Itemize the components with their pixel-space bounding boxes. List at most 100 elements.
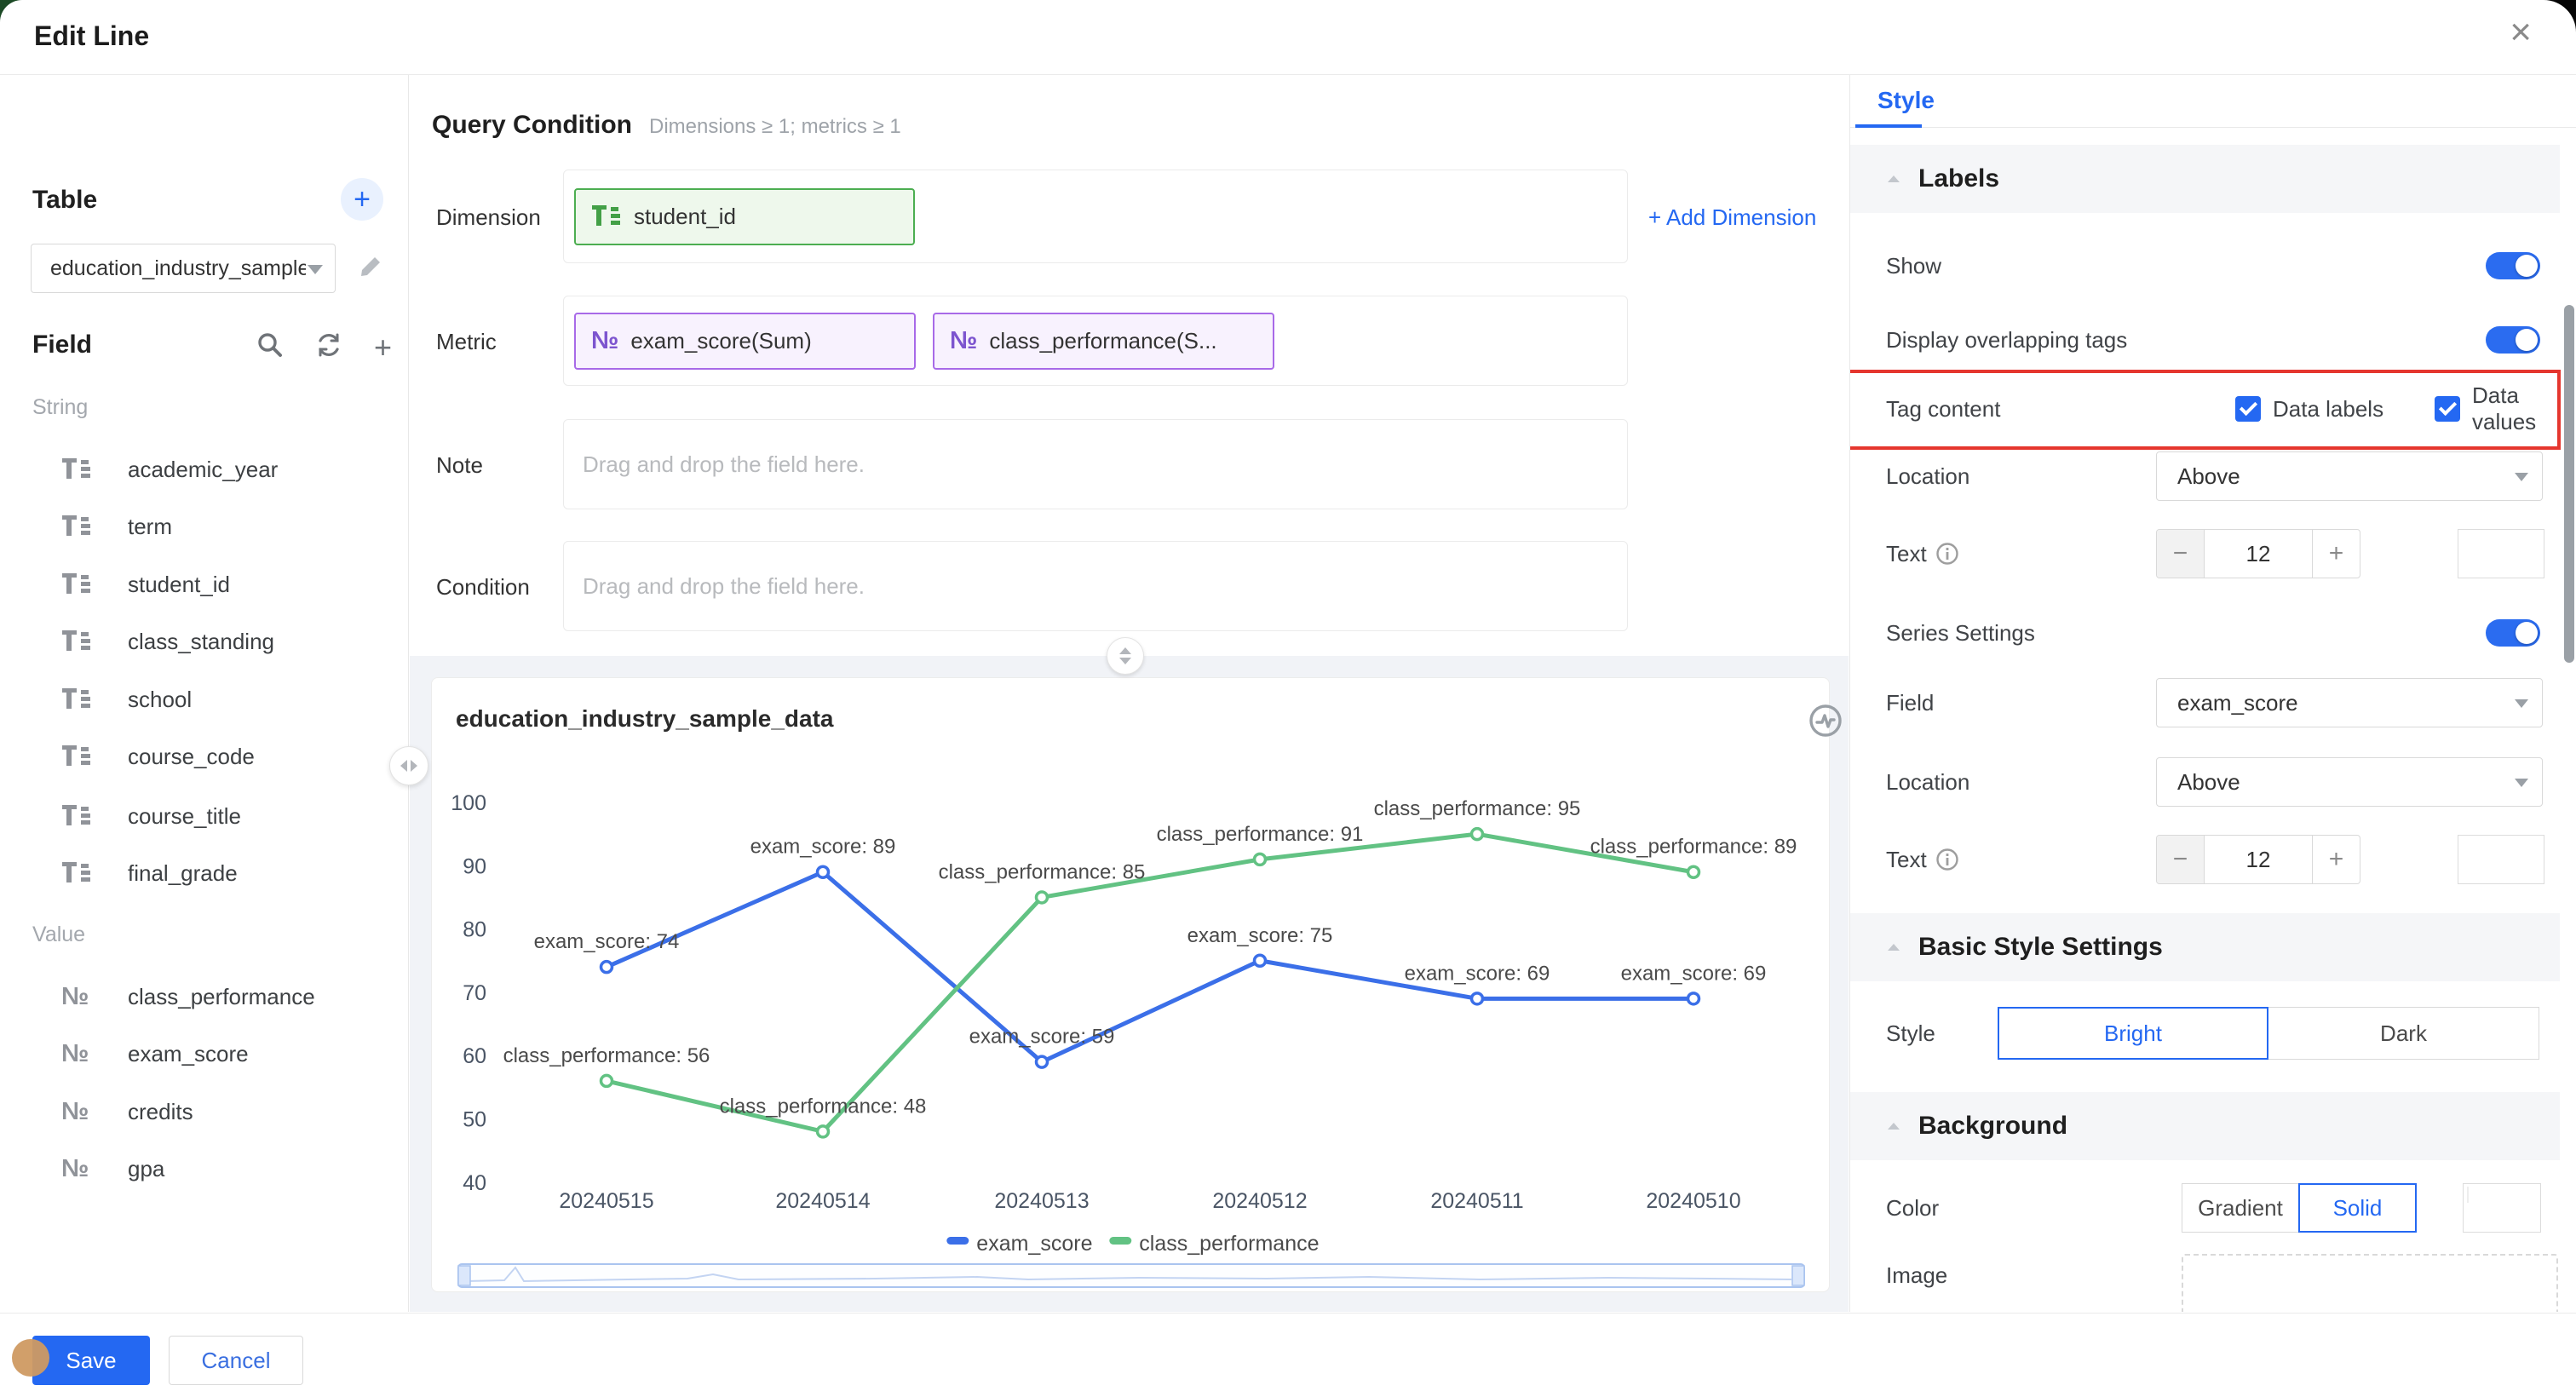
data-labels-checkbox[interactable] [2235, 396, 2261, 422]
dimension-dropzone[interactable]: student_id [563, 170, 1628, 263]
field-item-final_grade[interactable]: final_grade [0, 851, 409, 895]
location-select[interactable]: Above [2156, 451, 2543, 501]
series-location-row: Location Above [1850, 757, 2576, 807]
field-item-academic_year[interactable]: academic_year [0, 447, 409, 492]
stepper-plus-button[interactable]: + [2312, 836, 2360, 883]
field-group-value: Value [32, 923, 86, 946]
field-item-exam_score[interactable]: № exam_score [0, 1032, 409, 1076]
svg-text:class_performance: 48: class_performance: 48 [720, 1095, 927, 1118]
metric-label: Metric [436, 329, 497, 354]
chevron-down-icon [2515, 779, 2528, 787]
field-item-course_code[interactable]: course_code [0, 734, 409, 779]
condition-dropzone[interactable]: Drag and drop the field here. [563, 541, 1628, 631]
background-image-dropzone[interactable] [2182, 1254, 2558, 1312]
style-dark-option[interactable]: Dark [2268, 1007, 2539, 1060]
background-color-swatch[interactable] [2463, 1183, 2541, 1233]
field-item-class_performance[interactable]: № class_performance [0, 974, 409, 1019]
add-dimension-button[interactable]: + Add Dimension [1648, 204, 1817, 230]
vertical-resize-handle[interactable] [1107, 637, 1144, 675]
series-font-size-value[interactable]: 12 [2245, 846, 2271, 872]
field-item-student_id[interactable]: student_id [0, 562, 409, 607]
series-location-value: Above [2177, 768, 2240, 795]
search-icon[interactable] [256, 331, 285, 364]
note-dropzone[interactable]: Drag and drop the field here. [563, 419, 1628, 509]
field-item-class_standing[interactable]: class_standing [0, 619, 409, 664]
svg-text:70: 70 [463, 981, 486, 1005]
overlap-toggle[interactable] [2486, 326, 2540, 354]
section-basic-style[interactable]: Basic Style Settings [1850, 913, 2560, 981]
number-field-icon: № [950, 326, 978, 354]
condition-placeholder: Drag and drop the field here. [583, 572, 865, 599]
field-item-credits[interactable]: № credits [0, 1089, 409, 1134]
datazoom-slider[interactable] [457, 1263, 1805, 1288]
svg-text:class_performance: 91: class_performance: 91 [1157, 823, 1364, 846]
location-row: Location Above [1850, 451, 2576, 501]
cursor-indicator [12, 1339, 49, 1377]
add-table-button[interactable]: + [341, 178, 383, 221]
field-item-school[interactable]: school [0, 677, 409, 721]
series-settings-toggle[interactable] [2486, 619, 2540, 647]
show-row: Show [1850, 237, 2576, 295]
font-size-value[interactable]: 12 [2245, 540, 2271, 566]
field-item-label: credits [128, 1098, 193, 1124]
series-text-label: Text [1886, 847, 1959, 873]
sidebar-collapse-handle[interactable] [389, 746, 428, 785]
section-labels[interactable]: Labels [1850, 145, 2560, 213]
add-field-icon[interactable]: + [373, 329, 392, 365]
resize-up-icon [1119, 647, 1131, 654]
collapse-icon [1888, 175, 1900, 182]
save-button[interactable]: Save [32, 1336, 150, 1385]
section-background[interactable]: Background [1850, 1092, 2560, 1160]
svg-text:90: 90 [463, 854, 486, 878]
background-color-mode: Gradient Solid [2182, 1183, 2417, 1233]
series-location-select[interactable]: Above [2156, 757, 2543, 807]
style-label: Style [1886, 1020, 1935, 1046]
metric-dropzone[interactable]: № exam_score(Sum) № class_performance(S.… [563, 296, 1628, 386]
series-font-color-swatch[interactable] [2458, 835, 2544, 884]
show-toggle[interactable] [2486, 252, 2540, 279]
page-title: Edit Line [34, 20, 150, 51]
dialog-footer: Save Cancel [0, 1313, 2576, 1397]
note-label: Note [436, 452, 483, 478]
overlap-row: Display overlapping tags [1850, 311, 2576, 369]
panel-scrollbar[interactable] [2564, 305, 2574, 663]
tab-style[interactable]: Style [1877, 87, 1935, 113]
close-icon[interactable]: × [2510, 11, 2532, 53]
solid-option[interactable]: Solid [2298, 1183, 2417, 1233]
dimension-chip[interactable]: student_id [574, 187, 915, 245]
refresh-icon[interactable] [314, 331, 343, 364]
series-field-select[interactable]: exam_score [2156, 678, 2543, 727]
style-bright-option[interactable]: Bright [1998, 1007, 2268, 1060]
stepper-plus-button[interactable]: + [2312, 530, 2360, 578]
gradient-option[interactable]: Gradient [2182, 1183, 2299, 1233]
chevron-down-icon [2515, 473, 2528, 481]
style-tabbar: Style [1850, 75, 2576, 128]
field-item-label: exam_score [128, 1040, 249, 1066]
edit-table-icon[interactable] [358, 254, 383, 284]
data-values-label: Data values [2472, 382, 2537, 434]
stepper-minus-button[interactable]: − [2157, 836, 2205, 883]
table-select[interactable]: education_industry_sample [31, 244, 336, 293]
field-item-course_title[interactable]: course_title [0, 794, 409, 838]
field-item-gpa[interactable]: № gpa [0, 1147, 409, 1191]
chevron-down-icon [2515, 699, 2528, 708]
note-placeholder: Drag and drop the field here. [583, 451, 865, 477]
font-color-swatch[interactable] [2458, 529, 2544, 578]
field-item-label: student_id [128, 571, 230, 597]
info-icon [1935, 543, 1958, 565]
cancel-button[interactable]: Cancel [169, 1336, 303, 1385]
svg-text:class_performance: 56: class_performance: 56 [503, 1044, 710, 1067]
text-field-icon [61, 628, 95, 655]
tag-content-row: Tag content Data labels Data values [1850, 380, 2576, 438]
sidebar: Table + education_industry_sample Field [0, 75, 409, 1312]
field-item-label: school [128, 686, 193, 712]
metric-chip[interactable]: № exam_score(Sum) [574, 312, 916, 370]
metric-chip[interactable]: № class_performance(S... [933, 312, 1274, 370]
data-values-checkbox[interactable] [2435, 396, 2460, 422]
svg-text:exam_score: 59: exam_score: 59 [969, 1026, 1115, 1049]
stepper-minus-button[interactable]: − [2157, 530, 2205, 578]
svg-text:exam_score: 75: exam_score: 75 [1187, 924, 1333, 947]
svg-text:50: 50 [463, 1108, 486, 1132]
field-item-label: gpa [128, 1155, 165, 1181]
field-item-term[interactable]: term [0, 504, 409, 549]
